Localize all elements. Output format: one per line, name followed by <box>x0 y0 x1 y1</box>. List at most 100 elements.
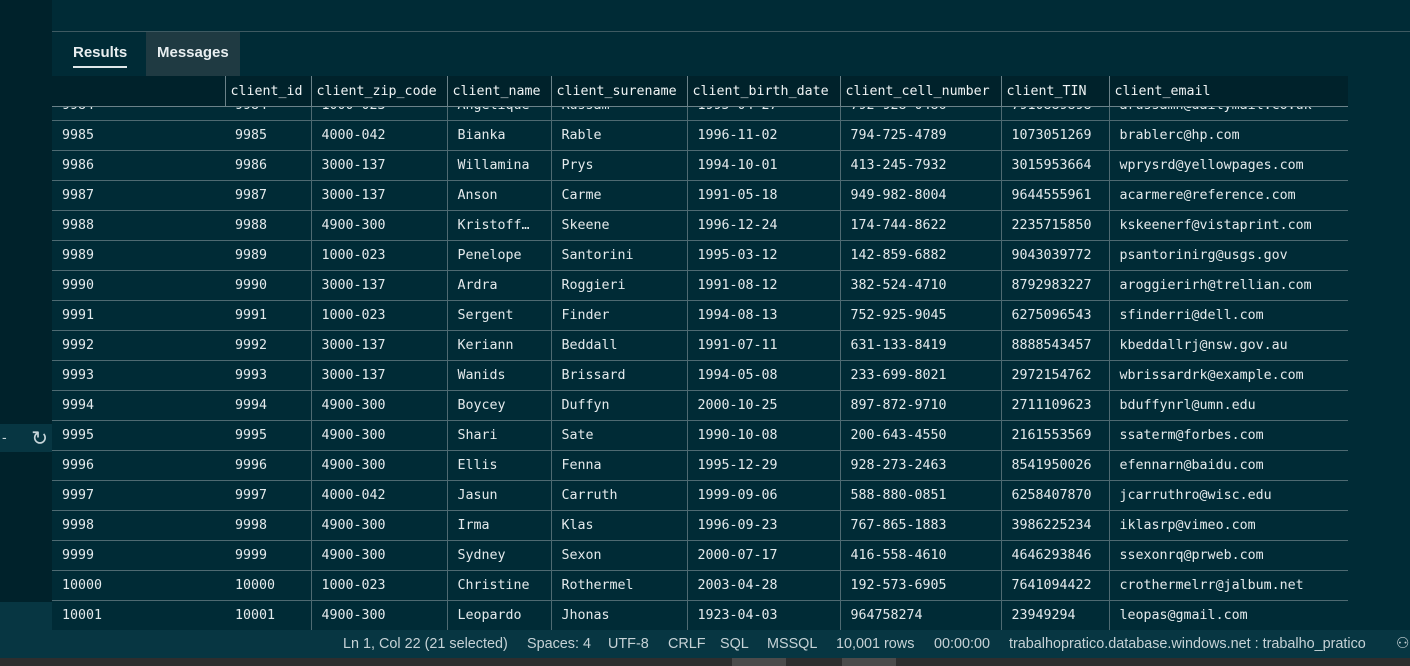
table-cell[interactable]: 9999 <box>225 540 312 571</box>
table-cell[interactable]: 1000-023 <box>311 570 448 601</box>
table-cell[interactable]: 9997 <box>225 480 312 511</box>
table-row[interactable]: 9990 9990 3000-137 Ardra Roggieri 1991-08-12 3… <box>52 270 1348 301</box>
table-cell[interactable]: 3000-137 <box>311 180 448 211</box>
table-cell[interactable]: 2000-10-25 <box>687 390 841 421</box>
table-cell[interactable]: 4646293846 <box>1001 540 1110 571</box>
table-cell[interactable]: Bianka <box>447 120 552 151</box>
row-number-cell[interactable]: 9997 <box>52 480 225 511</box>
table-row[interactable]: 9985 9985 4000-042 Bianka Rable 1996-11-02 794… <box>52 120 1348 151</box>
table-cell[interactable]: Keriann <box>447 330 552 361</box>
row-number-cell[interactable]: 9994 <box>52 390 225 421</box>
table-cell[interactable]: 1000-023 <box>311 106 448 121</box>
table-cell[interactable]: 413-245-7932 <box>840 150 1002 181</box>
table-cell[interactable]: Sydney <box>447 540 552 571</box>
table-row[interactable]: 9998 9998 4900-300 Irma Klas 1996-09-23 767-86… <box>52 510 1348 541</box>
sidebar-tab[interactable] <box>0 602 52 630</box>
row-number-cell[interactable]: 9989 <box>52 240 225 271</box>
table-cell[interactable]: 3000-137 <box>311 330 448 361</box>
table-cell[interactable]: Klas <box>551 510 688 541</box>
row-number-cell[interactable]: 10001 <box>52 600 225 630</box>
table-cell[interactable]: Roggieri <box>551 270 688 301</box>
row-number-cell[interactable]: 9993 <box>52 360 225 391</box>
collapse-icon[interactable]: - <box>2 429 7 445</box>
table-cell[interactable]: 10001 <box>225 600 312 630</box>
table-cell[interactable]: kskeenerf@vistaprint.com <box>1109 210 1348 241</box>
tab-messages[interactable]: Messages <box>146 32 240 76</box>
table-cell[interactable]: 1990-10-08 <box>687 420 841 451</box>
table-cell[interactable]: 2161553569 <box>1001 420 1110 451</box>
table-cell[interactable]: 9985 <box>225 120 312 151</box>
table-row[interactable]: 10001 10001 4900-300 Leopardo Jhonas 1923-04-… <box>52 600 1348 630</box>
status-provider[interactable]: MSSQL <box>767 636 818 652</box>
table-cell[interactable]: 1995-03-12 <box>687 240 841 271</box>
status-indentation[interactable]: Spaces: 4 <box>527 636 591 652</box>
table-row[interactable]: 9992 9992 3000-137 Keriann Beddall 1991-07-11… <box>52 330 1348 361</box>
table-cell[interactable]: Penelope <box>447 240 552 271</box>
table-cell[interactable]: Brissard <box>551 360 688 391</box>
column-header-client-email[interactable]: client_email <box>1109 76 1348 107</box>
table-cell[interactable]: sfinderri@dell.com <box>1109 300 1348 331</box>
table-cell[interactable]: Jasun <box>447 480 552 511</box>
table-cell[interactable]: crothermelrr@jalbum.net <box>1109 570 1348 601</box>
table-cell[interactable]: 1991-08-12 <box>687 270 841 301</box>
column-header-client-birth-date[interactable]: client_birth_date <box>687 76 841 107</box>
row-number-cell[interactable]: 9985 <box>52 120 225 151</box>
table-cell[interactable]: wprysrd@yellowpages.com <box>1109 150 1348 181</box>
table-cell[interactable]: 4000-042 <box>311 480 448 511</box>
status-language[interactable]: SQL <box>720 636 749 652</box>
table-row[interactable]: 9993 9993 3000-137 Wanids Brissard 1994-05-08… <box>52 360 1348 391</box>
table-cell[interactable]: jcarruthro@wisc.edu <box>1109 480 1348 511</box>
table-cell[interactable]: psantorinirg@usgs.gov <box>1109 240 1348 271</box>
table-cell[interactable]: 9991 <box>225 300 312 331</box>
table-row[interactable]: 9986 9986 3000-137 Willamina Prys 1994-10-01 4… <box>52 150 1348 181</box>
table-cell[interactable]: 928-273-2463 <box>840 450 1002 481</box>
table-cell[interactable]: 4900-300 <box>311 210 448 241</box>
table-cell[interactable]: 233-699-8021 <box>840 360 1002 391</box>
table-cell[interactable]: 9986 <box>225 150 312 181</box>
table-cell[interactable]: 3015953664 <box>1001 150 1110 181</box>
table-cell[interactable]: 2972154762 <box>1001 360 1110 391</box>
table-cell[interactable]: 9995 <box>225 420 312 451</box>
table-cell[interactable]: 1996-09-23 <box>687 510 841 541</box>
table-cell[interactable]: 2235715850 <box>1001 210 1110 241</box>
table-cell[interactable]: 9993 <box>225 360 312 391</box>
table-row[interactable]: 9988 9988 4900-300 Kristoff… Skeene 1996-12-2… <box>52 210 1348 241</box>
table-cell[interactable]: 7641094422 <box>1001 570 1110 601</box>
table-cell[interactable]: 9992 <box>225 330 312 361</box>
table-cell[interactable]: 4900-300 <box>311 510 448 541</box>
status-eol[interactable]: CRLF <box>668 636 706 652</box>
table-row[interactable]: 10000 10000 1000-023 Christine Rothermel 2003… <box>52 570 1348 601</box>
table-cell[interactable]: 8792983227 <box>1001 270 1110 301</box>
table-cell[interactable]: ssexonrq@prweb.com <box>1109 540 1348 571</box>
row-number-cell[interactable]: 9996 <box>52 450 225 481</box>
table-cell[interactable]: Leopardo <box>447 600 552 630</box>
table-cell[interactable]: aroggierirh@trellian.com <box>1109 270 1348 301</box>
table-cell[interactable]: 6275096543 <box>1001 300 1110 331</box>
table-cell[interactable]: 4900-300 <box>311 420 448 451</box>
row-number-cell[interactable]: 9990 <box>52 270 225 301</box>
table-cell[interactable]: 4900-300 <box>311 450 448 481</box>
table-cell[interactable]: acarmere@reference.com <box>1109 180 1348 211</box>
table-cell[interactable]: 631-133-8419 <box>840 330 1002 361</box>
table-cell[interactable]: 4900-300 <box>311 540 448 571</box>
table-cell[interactable]: Russam <box>551 106 688 121</box>
row-number-cell[interactable]: 9998 <box>52 510 225 541</box>
table-cell[interactable]: 1991-05-18 <box>687 180 841 211</box>
table-cell[interactable]: Angelique <box>447 106 552 121</box>
table-cell[interactable]: Prys <box>551 150 688 181</box>
table-cell[interactable]: Kristoff… <box>447 210 552 241</box>
table-cell[interactable]: Santorini <box>551 240 688 271</box>
table-cell[interactable]: 8541950026 <box>1001 450 1110 481</box>
table-cell[interactable]: 9990 <box>225 270 312 301</box>
table-cell[interactable]: ssaterm@forbes.com <box>1109 420 1348 451</box>
table-cell[interactable]: 1995-04-27 <box>687 106 841 121</box>
table-row[interactable]: 9997 9997 4000-042 Jasun Carruth 1999-09-06 58… <box>52 480 1348 511</box>
scrollbar-thumb[interactable] <box>842 658 896 666</box>
account-icon[interactable]: ⚇ <box>1396 635 1410 652</box>
table-cell[interactable]: Christine <box>447 570 552 601</box>
column-header-client-zip-code[interactable]: client_zip_code <box>311 76 448 107</box>
table-cell[interactable]: 2000-07-17 <box>687 540 841 571</box>
table-cell[interactable]: 3000-137 <box>311 360 448 391</box>
table-cell[interactable]: 1073051269 <box>1001 120 1110 151</box>
